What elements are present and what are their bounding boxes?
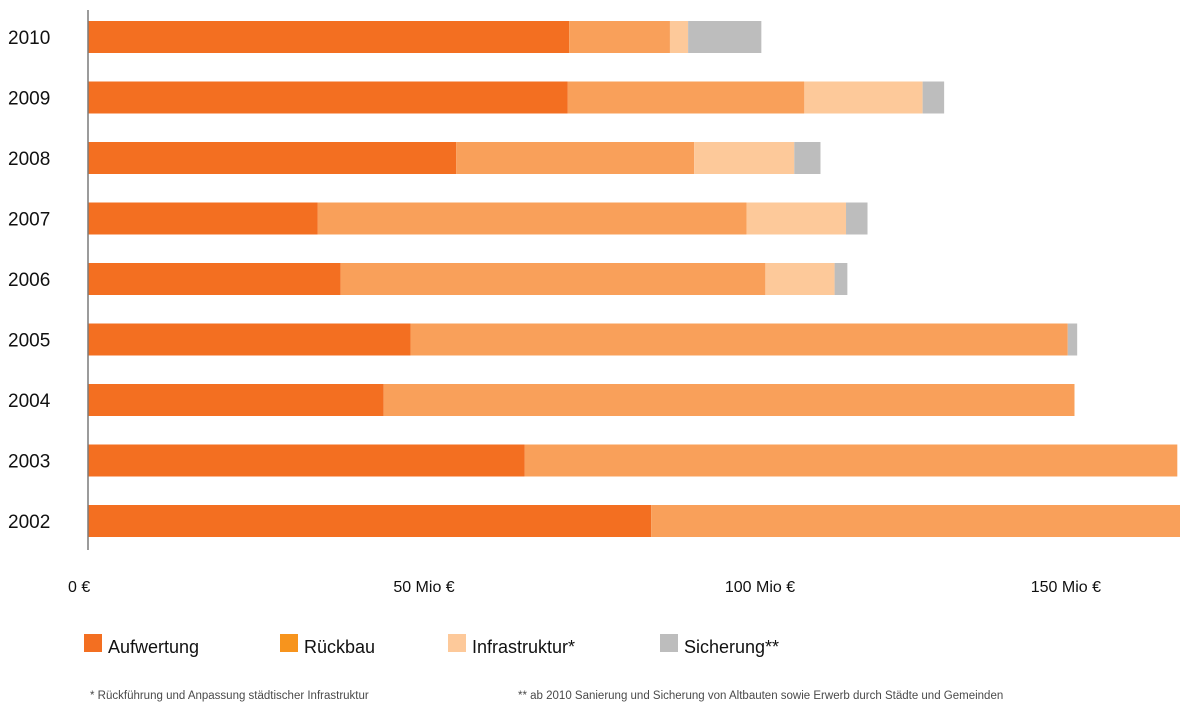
bar-2007-aufwertung — [88, 202, 318, 235]
legend: Aufwertung Rückbau Infrastruktur* Sicherung… — [84, 634, 779, 657]
legend-swatch-aufwertung — [84, 634, 102, 652]
category-labels: 2010 2009 2008 2007 2006 2005 2004 2003 2002 — [8, 28, 51, 533]
legend-label-aufwertung: Aufwertung — [108, 637, 199, 657]
bar-2006-aufwertung — [88, 263, 341, 295]
category-label-2007: 2007 — [8, 210, 50, 231]
category-label-2005: 2005 — [8, 331, 50, 352]
x-tick-label-150: 150 Mio € — [1031, 579, 1101, 596]
bar-2009-sicherung — [922, 81, 945, 114]
category-label-2006: 2006 — [8, 270, 50, 291]
bar-2005-r-ckbau — [410, 323, 1068, 356]
x-tick-labels: 0 € 50 Mio € 100 Mio € 150 Mio € — [68, 579, 1101, 596]
legend-swatch-r-ckbau — [280, 634, 298, 652]
bar-2010-infrastruktur — [669, 21, 689, 53]
category-label-2010: 2010 — [8, 28, 50, 49]
legend-label-sicherung: Sicherung** — [684, 637, 779, 657]
bar-2010-r-ckbau — [569, 21, 670, 53]
category-label-2002: 2002 — [8, 512, 50, 533]
bar-2006-r-ckbau — [340, 263, 766, 295]
x-tick-label-100: 100 Mio € — [725, 579, 795, 596]
category-label-2003: 2003 — [8, 452, 50, 473]
bar-2007-r-ckbau — [317, 202, 747, 235]
x-tick-label-0: 0 € — [68, 579, 90, 596]
bar-2008-sicherung — [794, 142, 821, 174]
bar-2005-aufwertung — [88, 323, 411, 356]
legend-swatch-sicherung — [660, 634, 678, 652]
bar-2007-sicherung — [846, 202, 868, 235]
x-tick-label-50: 50 Mio € — [393, 579, 454, 596]
bar-2004-r-ckbau — [383, 384, 1075, 416]
footnote-infrastruktur: * Rückführung und Anpassung städtischer … — [90, 690, 369, 702]
bar-2010-sicherung — [688, 21, 762, 53]
bar-2009-r-ckbau — [567, 81, 805, 114]
bar-2010-aufwertung — [88, 21, 570, 53]
bar-2008-infrastruktur — [694, 142, 795, 174]
bar-2005-sicherung — [1067, 323, 1078, 356]
bar-2006-sicherung — [834, 263, 848, 295]
category-label-2008: 2008 — [8, 149, 50, 170]
footnote-sicherung: ** ab 2010 Sanierung und Sicherung von A… — [518, 690, 1004, 702]
bar-2003-r-ckbau — [524, 444, 1178, 477]
bar-2002-r-ckbau — [651, 505, 1180, 537]
bar-2008-aufwertung — [88, 142, 457, 174]
legend-label-r-ckbau: Rückbau — [304, 637, 375, 657]
legend-swatch-infrastruktur — [448, 634, 466, 652]
bar-2006-infrastruktur — [765, 263, 835, 295]
bar-2009-infrastruktur — [804, 81, 923, 114]
category-label-2004: 2004 — [8, 391, 51, 412]
bars-layer — [88, 21, 1180, 537]
legend-label-infrastruktur: Infrastruktur* — [472, 637, 575, 657]
bar-2007-infrastruktur — [746, 202, 847, 235]
category-label-2009: 2009 — [8, 89, 50, 110]
bar-2004-aufwertung — [88, 384, 384, 416]
bar-2002-aufwertung — [88, 505, 652, 537]
bar-2008-r-ckbau — [456, 142, 695, 174]
bar-2003-aufwertung — [88, 444, 525, 477]
bar-2009-aufwertung — [88, 81, 568, 114]
